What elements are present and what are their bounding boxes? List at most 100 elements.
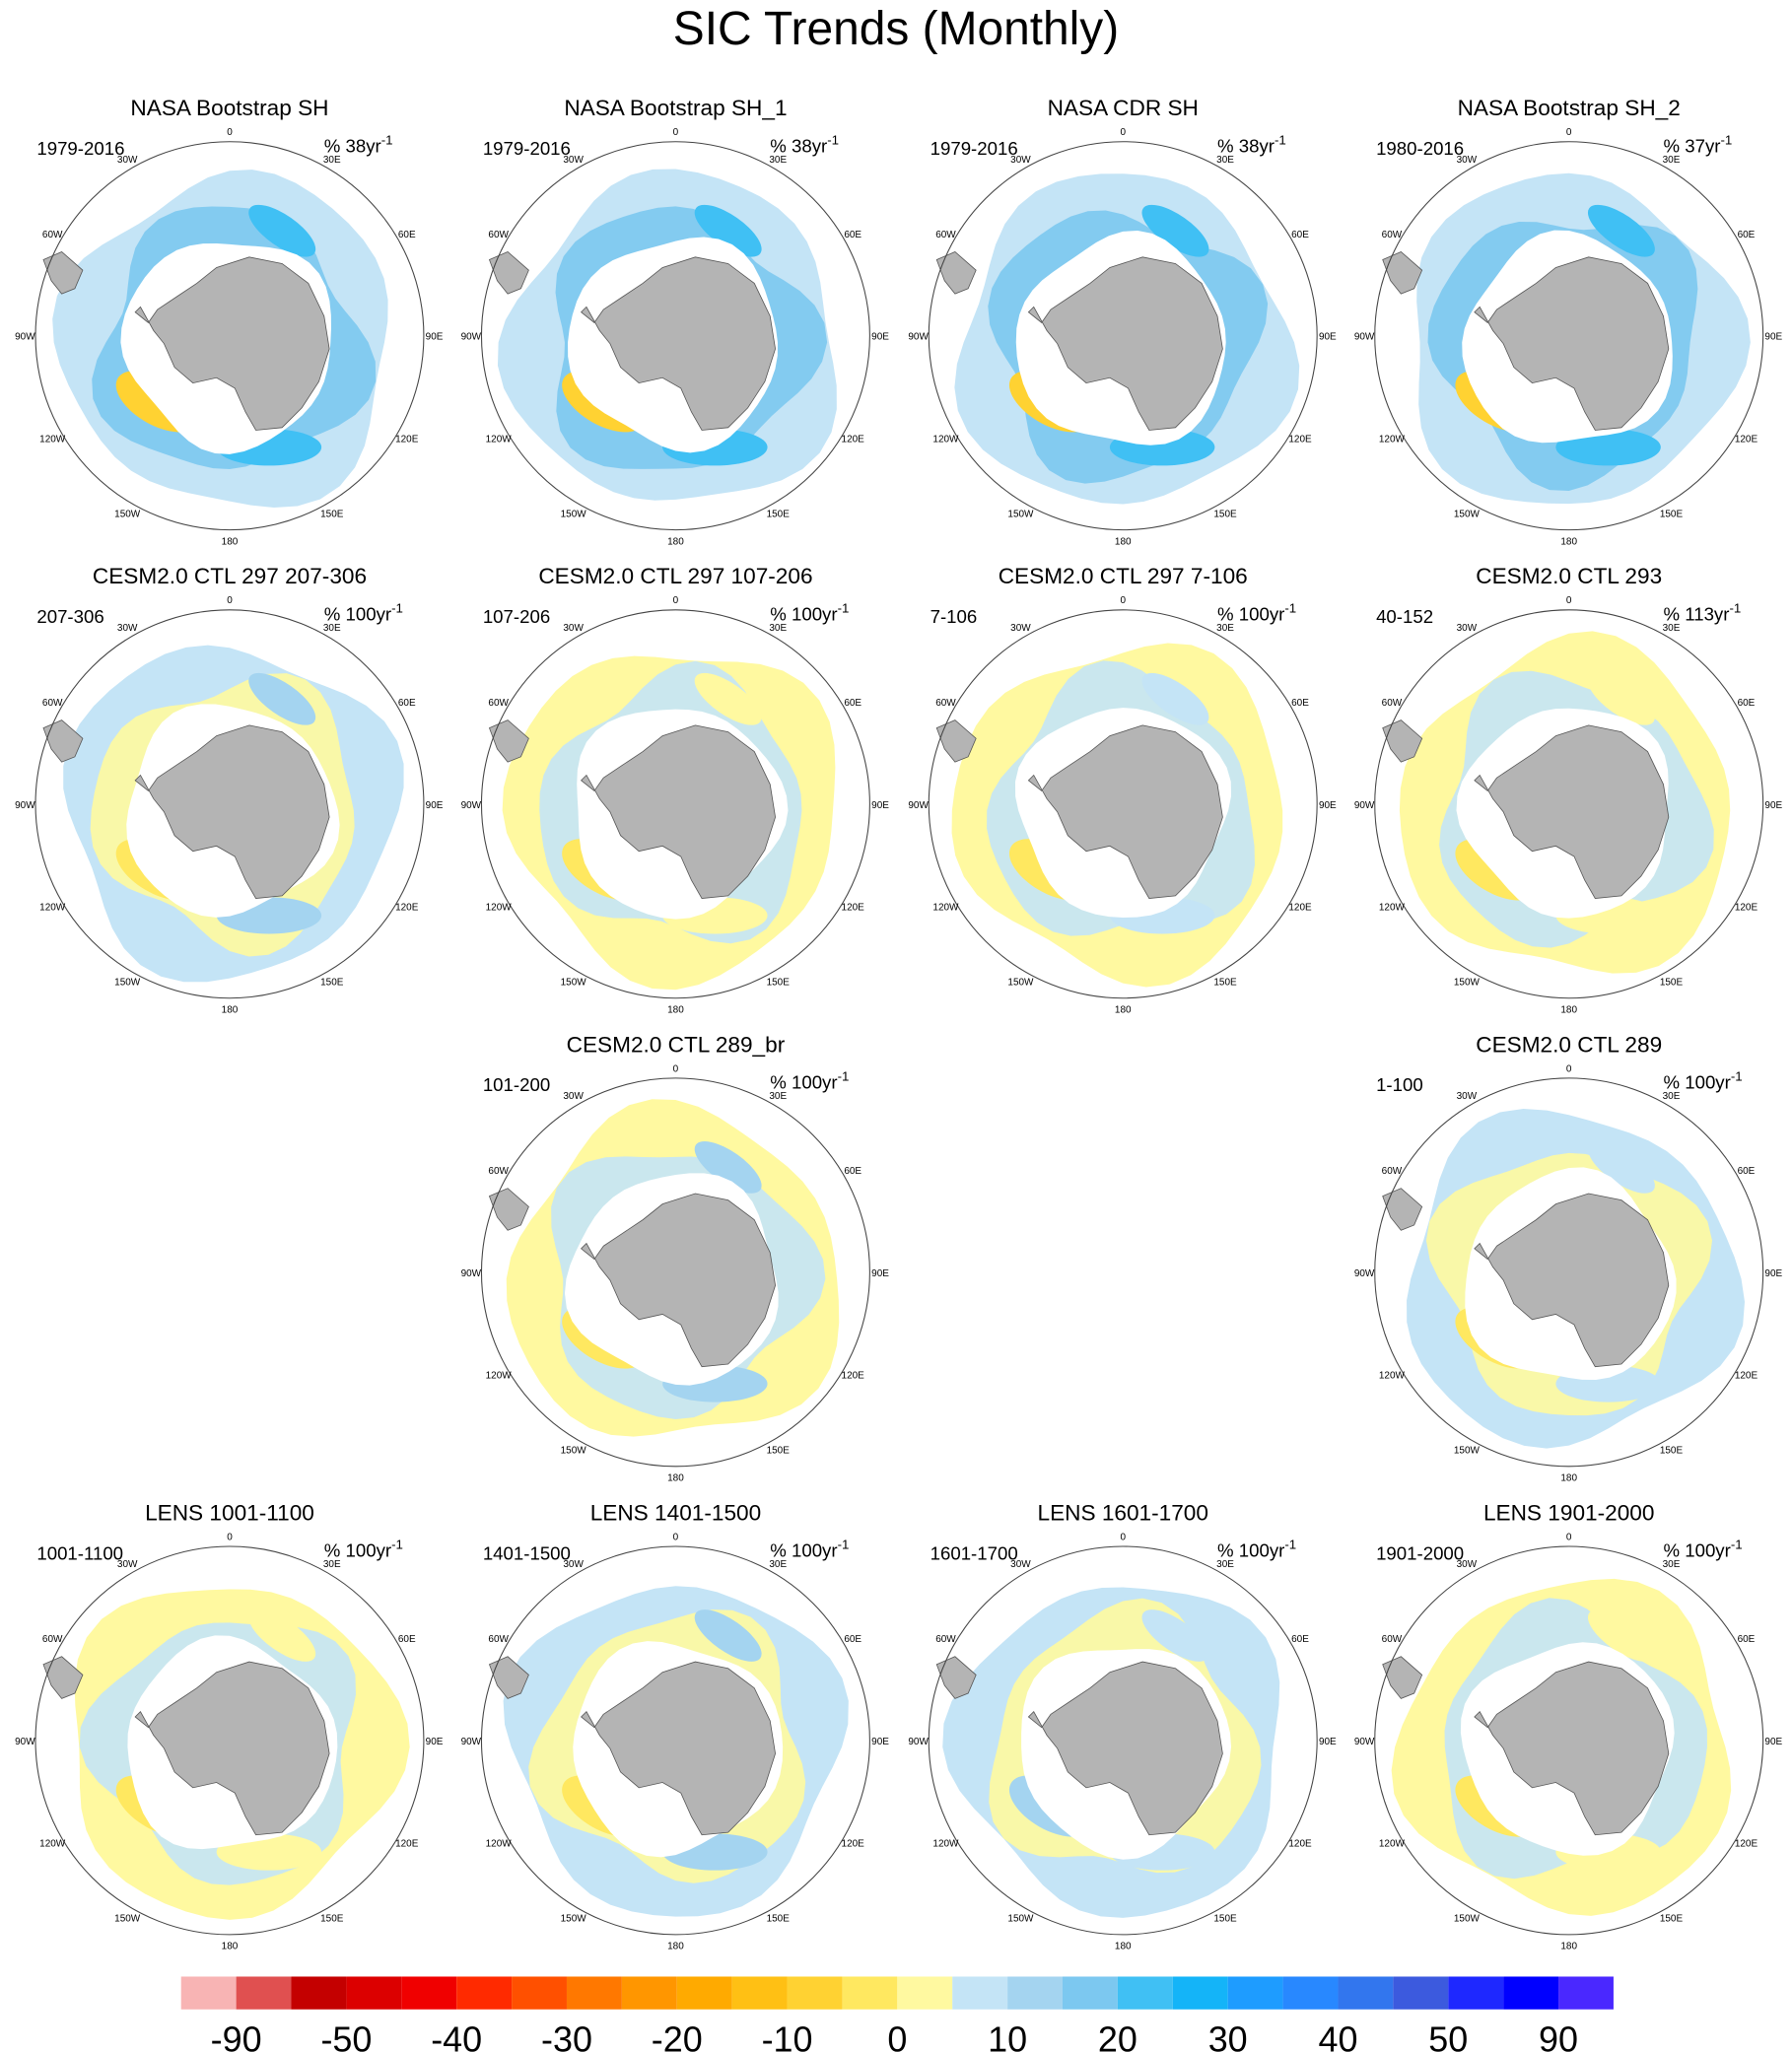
panel-title: LENS 1001-1100 — [145, 1500, 314, 1525]
longitude-label: 150E — [767, 509, 791, 519]
longitude-label: 150E — [1660, 509, 1684, 519]
longitude-label: 60W — [488, 230, 509, 240]
colorbar-box — [897, 1976, 953, 2010]
antarctica — [1474, 256, 1670, 431]
longitude-label: 120W — [932, 1839, 959, 1850]
units-text: % 100yr — [1664, 1072, 1731, 1093]
colorbar-box — [291, 1976, 347, 2010]
map-panel: 0 30E 60E 90E 120E 150E 180 150W 120W 90W 60W 30W NA… — [461, 96, 890, 547]
longitude-label: 120E — [1735, 903, 1758, 914]
colorbar-box — [1558, 1976, 1614, 2010]
south-america — [935, 719, 977, 763]
panel-title: NASA Bootstrap SH — [130, 96, 328, 120]
units-text: % 113yr — [1664, 603, 1730, 624]
sea-ice-patch — [248, 1609, 316, 1662]
units-text: % 100yr — [1217, 1540, 1284, 1561]
antarctica — [1474, 1661, 1670, 1836]
colorbar-tick-label: 50 — [1428, 2018, 1468, 2052]
period-label: 1001-1100 — [36, 1542, 123, 1563]
south-america — [42, 251, 84, 295]
longitude-label: 90W — [908, 1737, 929, 1747]
longitude-label: 120W — [1379, 903, 1406, 914]
units-label: % 100yr-1 — [324, 1538, 403, 1561]
panel-title: CESM2.0 CTL 297 7-106 — [999, 564, 1248, 588]
longitude-label: 90E — [871, 332, 889, 343]
longitude-label: 60E — [1291, 1634, 1309, 1645]
longitude-label: 90W — [15, 1737, 35, 1747]
south-america — [488, 719, 529, 763]
colorbar-box — [676, 1976, 732, 2010]
longitude-label: 30W — [563, 1559, 584, 1570]
units-text: % 38yr — [770, 135, 827, 156]
longitude-label: 90E — [1764, 1737, 1782, 1747]
longitude-label: 90E — [1319, 332, 1337, 343]
sea-ice-patch — [248, 672, 316, 725]
panel-title: CESM2.0 CTL 289 — [1476, 1032, 1662, 1057]
longitude-label: 120E — [395, 1839, 419, 1850]
panel-title: LENS 1401-1500 — [590, 1500, 761, 1525]
sea-ice-patch — [248, 204, 316, 257]
longitude-label: 90W — [461, 332, 482, 343]
longitude-label: 90W — [461, 1268, 482, 1279]
map-boundary — [34, 609, 425, 999]
longitude-label: 180 — [667, 1472, 684, 1483]
longitude-label: 120W — [1379, 434, 1406, 445]
longitude-label: 180 — [222, 1004, 239, 1015]
colorbar-tick-label: -40 — [431, 2018, 482, 2052]
map-boundary — [928, 141, 1318, 531]
longitude-label: 180 — [1115, 1942, 1132, 1952]
units-exponent: -1 — [381, 132, 393, 147]
longitude-label: 150W — [561, 1914, 587, 1925]
longitude-label: 30E — [1216, 623, 1234, 634]
period-label: 1601-1700 — [930, 1542, 1018, 1563]
longitude-label: 120E — [1288, 434, 1312, 445]
longitude-label: 90E — [426, 1737, 444, 1747]
longitude-label: 150W — [561, 1446, 587, 1457]
sea-ice-patch — [1587, 1141, 1655, 1194]
sea-ice-patch — [1587, 672, 1655, 725]
units-exponent: -1 — [838, 600, 850, 615]
map-panel: 0 30E 60E 90E 120E 150E 180 150W 120W 90W 60W 30W CE… — [15, 564, 444, 1015]
longitude-label: 60E — [844, 1166, 862, 1177]
longitude-label: 60E — [1291, 230, 1309, 240]
figure-title: SIC Trends (Monthly) — [673, 3, 1119, 55]
longitude-label: 120W — [932, 434, 959, 445]
south-america — [488, 1656, 529, 1699]
longitude-label: 120E — [842, 434, 865, 445]
colorbar-box — [346, 1976, 402, 2010]
longitude-label: 60E — [398, 1634, 416, 1645]
longitude-label: 0 — [1566, 1532, 1572, 1542]
colorbar-tick-label: 40 — [1318, 2018, 1357, 2052]
units-label: % 100yr-1 — [1664, 1069, 1743, 1093]
period-label: 40-152 — [1376, 606, 1433, 627]
antarctica — [1027, 1661, 1223, 1836]
colorbar-tick-label: 30 — [1208, 2018, 1248, 2052]
map-boundary — [480, 609, 870, 999]
longitude-label: 60W — [42, 698, 63, 709]
sea-ice-patch — [694, 1609, 762, 1662]
longitude-label: 60E — [398, 698, 416, 709]
south-america — [1382, 1188, 1423, 1231]
longitude-label: 30E — [1663, 155, 1681, 166]
longitude-label: 90E — [426, 332, 444, 343]
map-boundary — [480, 1077, 870, 1468]
units-text: % 38yr — [324, 135, 381, 156]
longitude-label: 90E — [871, 1268, 889, 1279]
longitude-label: 0 — [673, 1063, 679, 1074]
longitude-label: 120W — [932, 903, 959, 914]
longitude-label: 150E — [767, 978, 791, 989]
panel-title: CESM2.0 CTL 293 — [1476, 564, 1662, 588]
colorbar-tick-label: -30 — [541, 2018, 592, 2052]
colorbar-box — [1503, 1976, 1559, 2010]
longitude-label: 60E — [1291, 698, 1309, 709]
period-label: 7-106 — [930, 606, 978, 627]
units-text: % 100yr — [770, 603, 837, 624]
longitude-label: 60E — [844, 230, 862, 240]
longitude-label: 0 — [1120, 595, 1126, 606]
longitude-label: 30E — [1663, 1091, 1681, 1102]
units-exponent: -1 — [391, 1538, 403, 1552]
longitude-label: 90E — [1319, 800, 1337, 811]
colorbar-box — [621, 1976, 677, 2010]
sea-ice-patch — [1587, 204, 1655, 257]
longitude-label: 0 — [1120, 127, 1126, 138]
